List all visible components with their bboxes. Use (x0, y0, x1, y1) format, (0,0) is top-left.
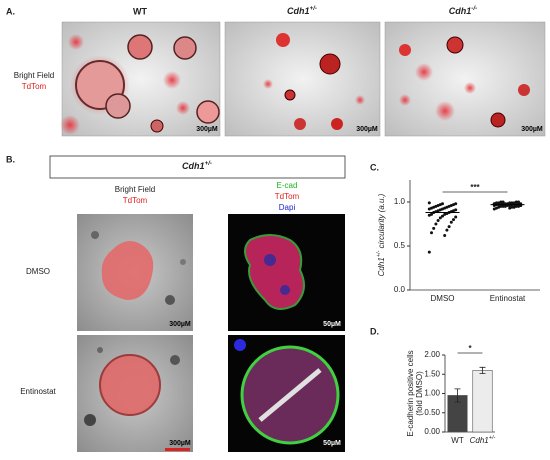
image (228, 335, 345, 452)
scale-bar: 300µM (521, 126, 543, 133)
column-title: TdTom (275, 192, 300, 201)
column-title: Bright Field (115, 185, 155, 194)
error-bar (454, 388, 461, 403)
header-box (49, 155, 346, 179)
scale-bar: 50µM (323, 321, 341, 328)
scale-bar: 300µM (356, 126, 378, 133)
point (452, 218, 455, 222)
image (228, 214, 345, 331)
y-tick-label: 0.5 (394, 241, 406, 250)
y-tick-label: 2.00 (424, 350, 440, 359)
x-tick-label: DMSO (431, 294, 455, 303)
y-tick-label: 0.00 (424, 427, 440, 436)
point (447, 225, 451, 229)
x-tick-label: WT (451, 436, 464, 445)
column-title: WT (133, 6, 147, 16)
y-tick-label: 1.0 (394, 197, 406, 206)
row-label: DMSO (26, 267, 50, 276)
point (499, 200, 503, 204)
column-title: TdTom (123, 196, 148, 205)
point (510, 205, 514, 209)
point (510, 201, 514, 205)
annotation: *** (470, 183, 480, 192)
point (441, 214, 444, 218)
point (454, 202, 458, 206)
image (77, 214, 193, 331)
scale-bar: 300µM (169, 440, 191, 447)
y-axis-label: E-cadherin positive cells (406, 350, 415, 436)
point (443, 233, 447, 237)
image (384, 21, 546, 137)
y-tick-label: 0.0 (394, 285, 406, 294)
y-axis-label: (fold DMSO) (415, 371, 424, 416)
point (449, 220, 453, 224)
image (60, 21, 221, 137)
error-bar (479, 366, 486, 374)
y-axis-label: Cdh1+/- circularity (a.u.) (376, 193, 386, 276)
scale-bar: 50µM (323, 440, 341, 447)
panel-label: D. (370, 326, 379, 336)
panel-label: A. (6, 6, 15, 16)
point (430, 231, 433, 235)
image (224, 21, 381, 137)
point (445, 228, 449, 232)
row-label: Bright Field (14, 71, 54, 80)
point (501, 200, 505, 204)
point (503, 204, 507, 208)
point (436, 218, 440, 222)
y-tick-label: 0.50 (424, 408, 440, 417)
point (454, 208, 458, 212)
row-label: TdTom (22, 82, 47, 91)
point (427, 201, 431, 205)
annotation: * (468, 344, 472, 353)
column-title: Cdh1-/- (449, 5, 477, 16)
axis (409, 180, 540, 291)
point (434, 222, 438, 226)
point (427, 250, 431, 254)
image (77, 335, 193, 452)
point (508, 201, 512, 205)
column-title: Cdh1+/- (287, 5, 317, 16)
point (432, 226, 436, 230)
bar (472, 370, 493, 433)
x-tick-label: Entinostat (490, 294, 526, 303)
column-title: Dapi (279, 203, 296, 212)
scale-bar: 300µM (196, 126, 218, 133)
y-tick-label: 1.50 (424, 369, 440, 378)
panel-label: B. (6, 154, 15, 164)
point (430, 212, 433, 216)
point (441, 202, 444, 206)
x-tick-label: Cdh1+/- (470, 435, 496, 445)
point (514, 200, 518, 204)
row-label: Entinostat (20, 387, 56, 396)
column-title: E-cad (277, 181, 298, 190)
point (454, 215, 458, 219)
panel-label: C. (370, 162, 379, 172)
header: Cdh1+/- (182, 160, 212, 171)
y-tick-label: 1.00 (424, 389, 440, 398)
point (438, 216, 442, 220)
scale-bar: 300µM (169, 321, 191, 328)
point (517, 200, 520, 204)
